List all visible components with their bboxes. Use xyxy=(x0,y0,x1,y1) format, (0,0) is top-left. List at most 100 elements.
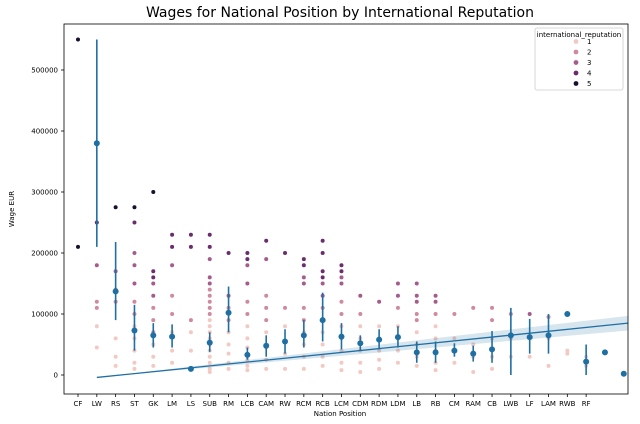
data-point xyxy=(264,238,269,243)
data-point xyxy=(377,357,382,362)
data-point xyxy=(395,305,400,310)
data-point xyxy=(151,354,156,359)
mean-marker xyxy=(432,349,439,356)
data-point xyxy=(245,312,250,316)
x-tick-label: LB xyxy=(412,400,421,408)
data-point xyxy=(452,336,457,341)
mean-marker xyxy=(300,332,307,339)
x-tick-label: SUB xyxy=(203,400,218,408)
y-tick-label: 200000 xyxy=(31,250,58,258)
data-point xyxy=(414,318,419,323)
data-point xyxy=(76,37,80,42)
data-point xyxy=(151,305,156,310)
legend-label: 5 xyxy=(587,80,591,88)
data-point xyxy=(170,293,175,298)
x-tick-label: LCB xyxy=(241,400,255,408)
regression-line xyxy=(96,322,629,379)
x-tick-label: LS xyxy=(187,400,196,408)
x-tick-label: CF xyxy=(74,400,83,408)
x-tick-label: RM xyxy=(223,400,234,408)
x-tick-label: LDM xyxy=(390,400,405,408)
legend-box xyxy=(534,27,624,91)
data-point xyxy=(151,318,156,323)
data-point xyxy=(132,205,137,210)
data-point xyxy=(452,360,457,365)
x-tick-label: RS xyxy=(111,400,121,408)
data-point xyxy=(377,299,382,304)
data-point xyxy=(226,366,231,371)
data-point xyxy=(188,244,193,249)
data-point xyxy=(283,251,288,255)
data-point xyxy=(207,275,212,280)
x-tick-label: RW xyxy=(279,400,291,408)
data-point xyxy=(94,263,99,268)
data-point xyxy=(395,360,400,365)
mean-marker xyxy=(545,332,552,339)
data-point xyxy=(207,287,212,292)
mean-marker xyxy=(376,336,383,343)
data-point xyxy=(395,293,400,298)
legend-marker xyxy=(573,60,579,65)
mean-marker xyxy=(394,334,401,341)
data-point xyxy=(132,251,137,255)
data-point xyxy=(207,299,212,304)
mean-marker xyxy=(489,346,496,353)
data-point xyxy=(132,360,137,365)
x-tick-label: LCM xyxy=(334,400,349,408)
data-point xyxy=(433,368,438,373)
data-point xyxy=(207,232,212,237)
x-tick-label: ST xyxy=(130,400,139,408)
data-point xyxy=(132,299,137,304)
data-point xyxy=(94,324,99,329)
legend-label: 4 xyxy=(587,70,592,78)
x-tick-label: RCM xyxy=(296,400,311,408)
data-point xyxy=(433,299,438,304)
data-point xyxy=(226,351,231,356)
legend-label: 2 xyxy=(587,49,591,57)
data-point xyxy=(207,354,212,359)
data-point xyxy=(226,342,231,347)
data-point xyxy=(339,348,344,353)
mean-marker xyxy=(413,349,420,356)
legend: international_reputation 1 2 3 4 5 xyxy=(534,27,624,91)
data-point xyxy=(339,368,344,373)
data-point xyxy=(527,312,532,316)
mean-marker xyxy=(112,288,119,295)
data-point xyxy=(113,336,118,341)
data-point xyxy=(527,354,532,359)
data-point xyxy=(358,293,363,298)
data-point xyxy=(433,312,438,316)
x-tick-label: LAM xyxy=(541,400,556,408)
data-point xyxy=(207,318,212,323)
data-point xyxy=(207,293,212,298)
data-point xyxy=(94,305,99,310)
data-point xyxy=(320,281,325,286)
data-point xyxy=(414,281,419,286)
data-point xyxy=(170,360,175,365)
data-point xyxy=(283,324,288,329)
points-layer xyxy=(76,37,589,374)
data-point xyxy=(395,281,400,286)
data-point xyxy=(471,369,476,374)
y-tick-label: 400000 xyxy=(31,128,58,136)
data-point xyxy=(207,324,212,329)
data-point xyxy=(170,312,175,316)
data-point xyxy=(339,275,344,280)
x-tick-label: LWB xyxy=(503,400,518,408)
data-point xyxy=(188,330,193,335)
data-point xyxy=(358,369,363,374)
data-point xyxy=(207,257,212,262)
x-tick-label: RAM xyxy=(466,400,481,408)
mean-marker xyxy=(150,332,157,339)
data-point xyxy=(264,257,269,262)
data-point xyxy=(264,318,269,323)
data-point xyxy=(320,269,325,274)
data-point xyxy=(339,263,344,268)
data-point xyxy=(358,324,363,329)
data-point xyxy=(490,305,495,310)
data-point xyxy=(471,342,476,347)
data-point xyxy=(320,238,325,243)
mean-marker xyxy=(338,333,345,340)
x-tick-label: CM xyxy=(449,400,460,408)
legend-title: international_reputation xyxy=(537,31,621,39)
